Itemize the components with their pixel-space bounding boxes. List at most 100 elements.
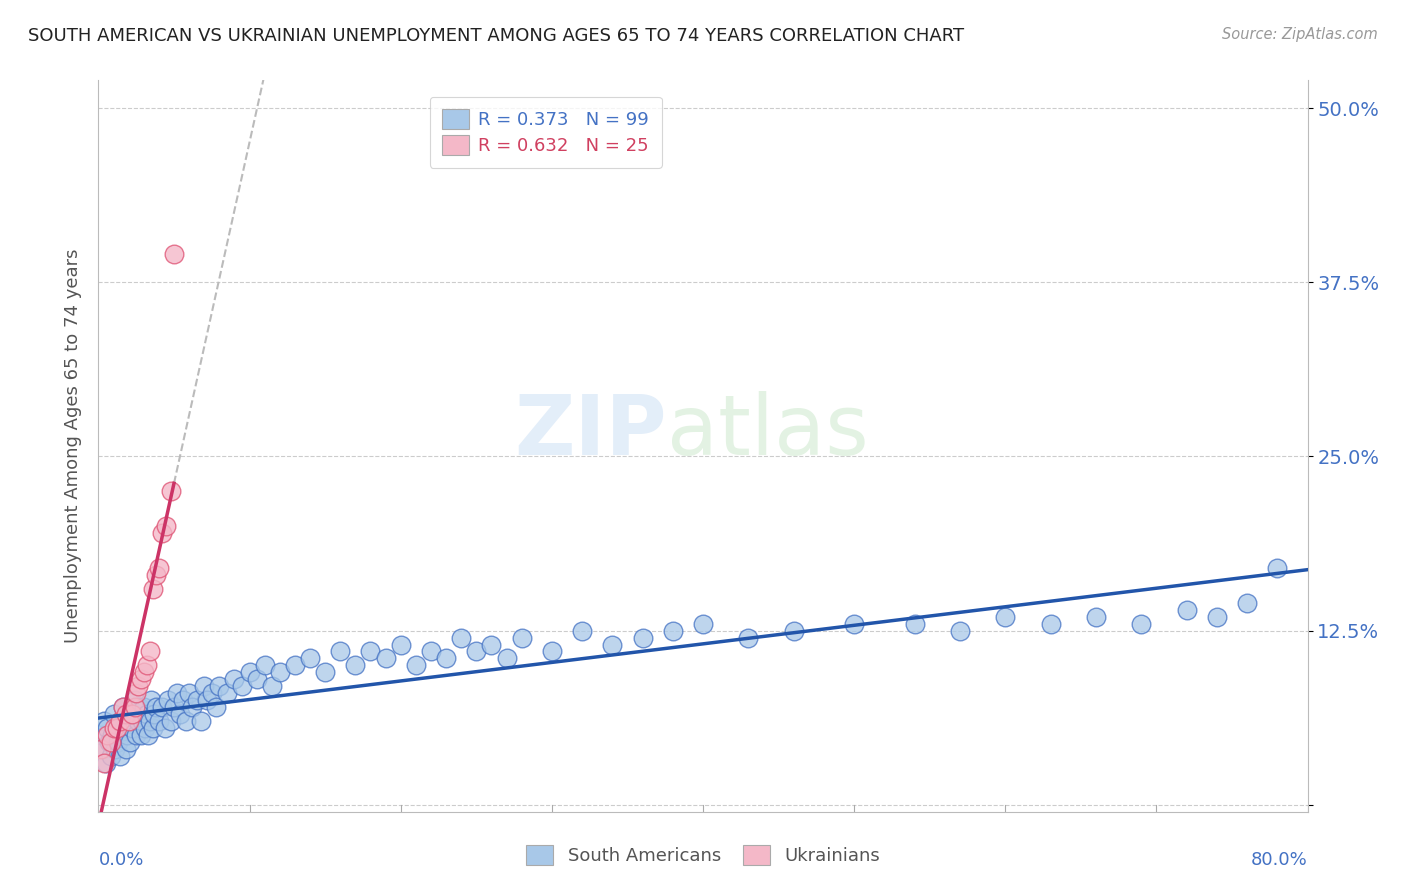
Point xyxy=(344,658,367,673)
Point xyxy=(174,714,197,728)
Point xyxy=(121,707,143,722)
Point xyxy=(114,742,136,756)
Point xyxy=(434,651,457,665)
Point xyxy=(314,665,336,680)
Point xyxy=(481,638,503,652)
Point xyxy=(132,665,155,680)
Point xyxy=(118,707,141,722)
Point xyxy=(201,686,224,700)
Point xyxy=(122,707,145,722)
Point xyxy=(1267,561,1289,575)
Point xyxy=(90,728,112,742)
Point xyxy=(156,693,179,707)
Point xyxy=(90,742,112,756)
Point xyxy=(631,631,654,645)
Point xyxy=(100,749,122,764)
Point xyxy=(284,658,307,673)
Point xyxy=(104,742,127,756)
Point xyxy=(115,728,138,742)
Point xyxy=(111,700,134,714)
Point xyxy=(145,700,167,714)
Point xyxy=(737,631,759,645)
Point xyxy=(107,735,129,749)
Point xyxy=(904,616,927,631)
Point xyxy=(121,721,143,735)
Point xyxy=(94,756,117,770)
Point xyxy=(420,644,443,658)
Point xyxy=(1175,603,1198,617)
Point xyxy=(136,728,159,742)
Point xyxy=(143,707,166,722)
Point xyxy=(150,526,173,541)
Point xyxy=(124,693,146,707)
Point xyxy=(103,707,125,722)
Point xyxy=(125,686,148,700)
Point xyxy=(135,658,157,673)
Point xyxy=(129,673,152,687)
Point xyxy=(93,756,115,770)
Point xyxy=(131,714,153,728)
Point xyxy=(105,721,128,735)
Point xyxy=(172,693,194,707)
Point xyxy=(186,693,208,707)
Point xyxy=(269,665,291,680)
Point xyxy=(142,721,165,735)
Point xyxy=(299,651,322,665)
Point xyxy=(195,693,218,707)
Point xyxy=(128,700,150,714)
Point xyxy=(179,686,201,700)
Point xyxy=(360,644,382,658)
Point xyxy=(108,714,131,728)
Point xyxy=(120,735,142,749)
Point xyxy=(91,742,114,756)
Point xyxy=(108,749,131,764)
Point xyxy=(135,707,157,722)
Point xyxy=(163,247,186,261)
Point xyxy=(224,673,246,687)
Point xyxy=(215,686,238,700)
Point xyxy=(450,631,472,645)
Point xyxy=(389,638,412,652)
Point xyxy=(246,673,269,687)
Point xyxy=(111,700,134,714)
Point xyxy=(208,679,231,693)
Point xyxy=(1206,609,1229,624)
Point xyxy=(190,714,212,728)
Point xyxy=(148,561,170,575)
Text: ZIP: ZIP xyxy=(515,391,666,472)
Point xyxy=(949,624,972,638)
Point xyxy=(692,616,714,631)
Point xyxy=(127,679,149,693)
Point xyxy=(100,735,122,749)
Point xyxy=(169,707,191,722)
Point xyxy=(160,714,183,728)
Point xyxy=(127,714,149,728)
Point xyxy=(105,721,128,735)
Point xyxy=(110,714,132,728)
Point xyxy=(166,686,188,700)
Point xyxy=(571,624,593,638)
Point xyxy=(1085,609,1108,624)
Point xyxy=(145,567,167,582)
Point xyxy=(96,728,118,742)
Point xyxy=(96,721,118,735)
Point xyxy=(148,714,170,728)
Point xyxy=(112,721,135,735)
Point xyxy=(124,700,146,714)
Point xyxy=(142,582,165,596)
Point xyxy=(114,707,136,722)
Point xyxy=(262,679,284,693)
Text: Source: ZipAtlas.com: Source: ZipAtlas.com xyxy=(1222,27,1378,42)
Point xyxy=(495,651,517,665)
Point xyxy=(98,735,121,749)
Point xyxy=(139,714,162,728)
Point xyxy=(405,658,427,673)
Point xyxy=(134,721,156,735)
Point xyxy=(150,700,173,714)
Point xyxy=(329,644,352,658)
Point xyxy=(661,624,683,638)
Point xyxy=(132,700,155,714)
Point xyxy=(510,631,533,645)
Point xyxy=(118,714,141,728)
Point xyxy=(153,721,176,735)
